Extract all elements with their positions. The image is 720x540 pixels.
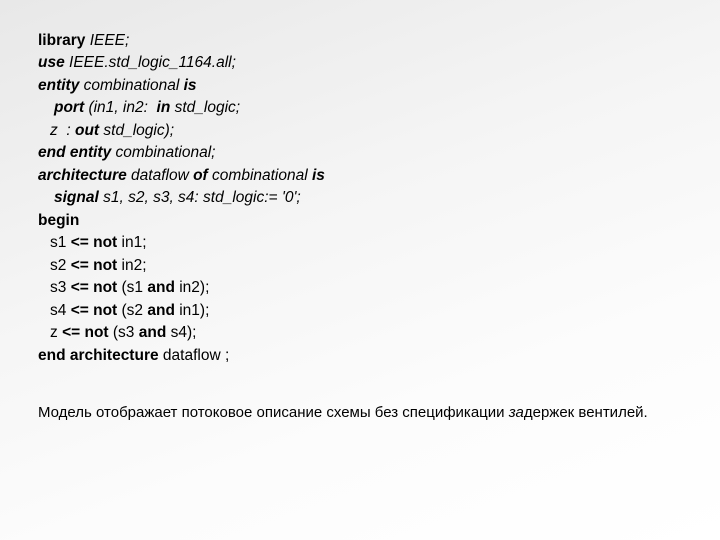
code-segment: signal — [54, 189, 99, 206]
code-segment: s2 — [50, 257, 71, 274]
code-line: library IEEE; — [38, 30, 682, 52]
code-segment: (s1 — [117, 279, 147, 296]
code-segment: in2); — [175, 279, 209, 296]
code-segment: (s2 — [117, 302, 147, 319]
code-segment: end entity — [38, 144, 111, 161]
code-segment: <= not — [71, 279, 118, 296]
code-segment: <= not — [71, 257, 118, 274]
code-block: library IEEE;use IEEE.std_logic_1164.all… — [38, 30, 682, 367]
code-segment: z : — [50, 122, 75, 139]
code-segment: s4); — [166, 324, 196, 341]
code-segment: and — [139, 324, 167, 341]
code-segment: IEEE.std_logic_1164.all; — [65, 54, 236, 71]
code-segment: in — [157, 99, 171, 116]
code-line: z : out std_logic); — [38, 120, 682, 142]
code-segment: (s3 — [113, 324, 139, 341]
code-line: end entity combinational; — [38, 142, 682, 164]
code-segment: s1, s2, s3, s4: std_logic:= '0'; — [99, 189, 301, 206]
code-segment: <= not — [71, 302, 118, 319]
code-line: end architecture dataflow ; — [38, 345, 682, 367]
code-segment: combinational; — [111, 144, 215, 161]
code-segment: end architecture — [38, 347, 159, 364]
code-line: s2 <= not in2; — [38, 255, 682, 277]
code-line: entity combinational is — [38, 75, 682, 97]
explanation-italic: за — [509, 404, 524, 421]
code-segment: of — [193, 167, 208, 184]
code-segment: use — [38, 54, 65, 71]
code-segment: in1); — [175, 302, 209, 319]
explanation-text: Модель отображает потоковое описание схе… — [38, 403, 682, 423]
code-segment: (in1, in2: — [84, 99, 156, 116]
code-segment: and — [147, 302, 175, 319]
explanation-prefix: Модель отображает потоковое описание схе… — [38, 404, 509, 421]
code-segment: std_logic; — [170, 99, 240, 116]
code-line: use IEEE.std_logic_1164.all; — [38, 52, 682, 74]
code-line: s4 <= not (s2 and in1); — [38, 300, 682, 322]
code-segment: is — [312, 167, 325, 184]
code-line: s3 <= not (s1 and in2); — [38, 277, 682, 299]
code-segment: out — [75, 122, 99, 139]
code-line: s1 <= not in1; — [38, 232, 682, 254]
code-segment: <= not — [62, 324, 113, 341]
code-segment: port — [54, 99, 84, 116]
explanation-suffix: держек вентилей. — [524, 404, 648, 421]
code-line: z <= not (s3 and s4); — [38, 322, 682, 344]
code-segment: in1; — [117, 234, 146, 251]
code-line: signal s1, s2, s3, s4: std_logic:= '0'; — [38, 187, 682, 209]
code-segment: dataflow ; — [159, 347, 230, 364]
code-line: architecture dataflow of combinational i… — [38, 165, 682, 187]
code-segment: and — [147, 279, 175, 296]
code-segment: IEEE; — [85, 32, 129, 49]
code-segment: s1 — [50, 234, 71, 251]
code-segment: architecture — [38, 167, 127, 184]
code-line: begin — [38, 210, 682, 232]
code-segment: std_logic); — [99, 122, 174, 139]
code-segment: z — [50, 324, 62, 341]
code-segment: <= not — [71, 234, 118, 251]
code-segment: dataflow — [127, 167, 193, 184]
code-segment: combinational — [79, 77, 183, 94]
code-segment: entity — [38, 77, 79, 94]
code-segment: begin — [38, 212, 79, 229]
code-segment: is — [184, 77, 197, 94]
code-line: port (in1, in2: in std_logic; — [38, 97, 682, 119]
code-segment: s4 — [50, 302, 71, 319]
code-segment: combinational — [208, 167, 312, 184]
code-segment: in2; — [117, 257, 146, 274]
code-segment: s3 — [50, 279, 71, 296]
code-segment: library — [38, 32, 85, 49]
